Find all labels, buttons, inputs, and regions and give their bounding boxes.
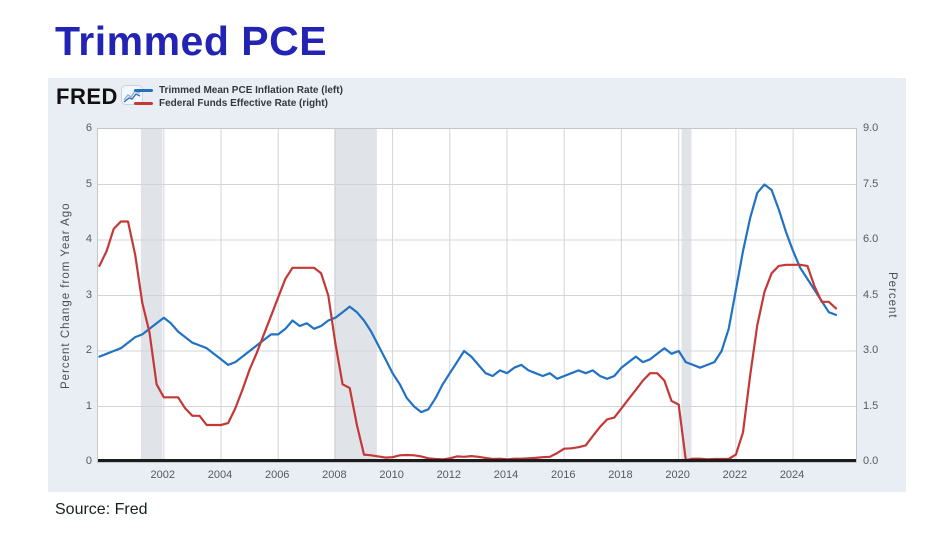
x-axis-tick: 2012 — [436, 469, 462, 481]
right-axis-tick: 1.5 — [863, 399, 879, 412]
left-axis-tick: 5 — [85, 177, 92, 190]
series-line-trimmed-pce[interactable] — [98, 183, 838, 414]
x-axis-tick: 2016 — [550, 469, 576, 481]
right-axis-title: Percent — [886, 272, 898, 319]
chart-legend: Trimmed Mean PCE Inflation Rate (left) F… — [134, 84, 343, 110]
left-axis-tick: 4 — [85, 233, 92, 245]
left-axis-tick: 1 — [85, 399, 92, 412]
x-axis-tick: 2004 — [207, 469, 233, 481]
legend-label-trimmed-pce: Trimmed Mean PCE Inflation Rate (left) — [159, 85, 343, 96]
plot-area[interactable] — [97, 128, 857, 463]
legend-item-trimmed-pce[interactable]: Trimmed Mean PCE Inflation Rate (left) — [134, 84, 343, 97]
x-axis-tick: 2010 — [379, 469, 404, 481]
page-title: Trimmed PCE — [55, 18, 328, 64]
x-axis-tick: 2020 — [665, 469, 690, 481]
right-axis-tick: 7.5 — [863, 177, 879, 190]
x-axis-tick: 2014 — [493, 469, 519, 481]
x-axis-tick: 2008 — [322, 469, 347, 481]
legend-swatch-red — [134, 102, 153, 105]
x-axis-tick: 2024 — [779, 469, 805, 481]
x-axis-tick: 2018 — [608, 469, 633, 481]
legend-item-fed-funds[interactable]: Federal Funds Effective Rate (right) — [134, 97, 343, 110]
chart-header: FRED Trimmed Mean PCE Inflation Rate (le… — [48, 78, 906, 128]
right-axis-tick: 3.0 — [863, 344, 879, 356]
left-axis-tick: 0 — [85, 455, 92, 467]
left-axis-tick: 6 — [85, 122, 92, 134]
chart-svg — [98, 129, 856, 462]
x-axis-tick: 2002 — [150, 469, 176, 481]
right-axis-tick: 6.0 — [863, 233, 879, 245]
source-attribution: Source: Fred — [55, 501, 148, 518]
x-axis-tick: 2006 — [264, 469, 290, 481]
right-axis-tick: 4.5 — [863, 288, 879, 301]
legend-label-fed-funds: Federal Funds Effective Rate (right) — [159, 98, 328, 109]
fred-chart-widget: FRED Trimmed Mean PCE Inflation Rate (le… — [48, 78, 906, 492]
fred-logo-text: FRED — [56, 84, 118, 109]
right-axis-tick: 0.0 — [863, 455, 879, 467]
left-axis-tick: 3 — [85, 288, 92, 301]
right-axis-tick: 9.0 — [863, 122, 879, 134]
fred-logo: FRED — [56, 84, 143, 110]
x-axis-tick: 2022 — [722, 469, 748, 481]
legend-swatch-blue — [134, 89, 153, 92]
left-axis-tick: 2 — [85, 344, 92, 356]
